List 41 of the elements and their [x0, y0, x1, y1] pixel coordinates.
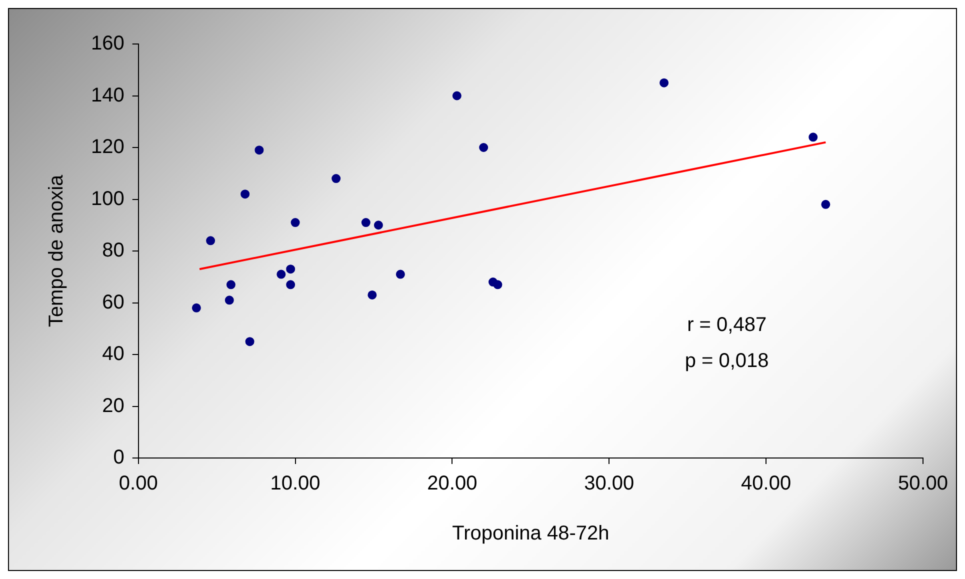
point	[808, 132, 818, 142]
point	[374, 220, 383, 230]
point	[452, 91, 462, 100]
x-tick-label: 0.00	[118, 472, 158, 495]
point	[286, 264, 296, 274]
point	[240, 190, 250, 199]
annotation: r = 0,487	[687, 314, 767, 336]
point	[332, 174, 341, 184]
y-tick-label: 100	[90, 188, 124, 210]
point	[361, 218, 370, 228]
y-tick-label: 20	[102, 394, 124, 417]
y-tick-label: 160	[90, 32, 124, 55]
y-tick-label: 140	[90, 84, 124, 106]
point	[290, 218, 300, 228]
point	[276, 270, 286, 279]
point	[479, 143, 488, 152]
y-tick-label: 60	[102, 291, 124, 314]
x-tick-label: 40.00	[741, 472, 792, 495]
point	[493, 280, 502, 290]
x-tick-label: 20.00	[427, 472, 478, 495]
y-tick-label: 0	[113, 446, 124, 469]
y-tick-label: 40	[102, 343, 124, 366]
point	[224, 296, 234, 305]
x-tick-label: 30.00	[584, 472, 634, 495]
point	[660, 78, 669, 88]
point	[368, 290, 377, 300]
point	[192, 303, 201, 312]
y-tick-label: 120	[90, 136, 124, 158]
point	[396, 270, 405, 279]
x-tick-label: 50.00	[898, 472, 948, 495]
x-axis-title: Troponina 48-72h	[452, 522, 610, 545]
point	[254, 146, 264, 155]
point	[206, 236, 216, 246]
point	[821, 200, 830, 209]
y-axis-title: Tempo de anoxia	[46, 174, 68, 328]
x-tick-label: 10.00	[270, 472, 320, 495]
point	[226, 280, 236, 290]
y-tick-label: 80	[102, 240, 124, 262]
annotation: p = 0,018	[684, 350, 769, 372]
point	[286, 280, 296, 290]
point	[245, 337, 254, 346]
